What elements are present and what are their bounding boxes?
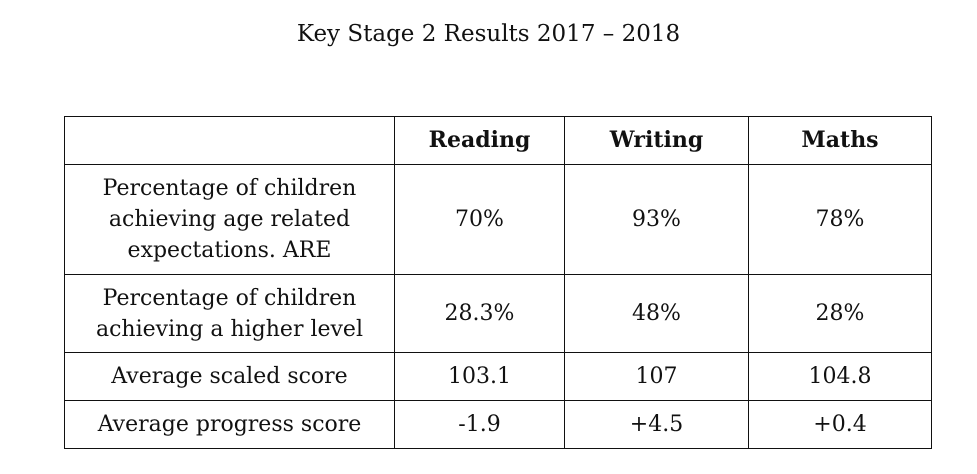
cell-maths: +0.4 bbox=[748, 400, 932, 449]
cell-writing: 107 bbox=[564, 352, 749, 401]
cell-maths: 28% bbox=[748, 274, 932, 353]
row-label-line: Average scaled score bbox=[111, 364, 348, 389]
cell-writing: 48% bbox=[564, 274, 749, 353]
table-row: Average scaled score 103.1 107 104.8 bbox=[64, 352, 932, 401]
table-row: Percentage of children achieving age rel… bbox=[64, 164, 932, 275]
column-header-reading: Reading bbox=[394, 116, 565, 165]
corner-cell bbox=[64, 116, 395, 165]
column-header-writing: Writing bbox=[564, 116, 749, 165]
results-table: Reading Writing Maths Percentage of chil… bbox=[64, 116, 932, 449]
cell-reading: 28.3% bbox=[394, 274, 565, 353]
cell-reading: 103.1 bbox=[394, 352, 565, 401]
header-row: Reading Writing Maths bbox=[64, 116, 932, 165]
cell-reading: -1.9 bbox=[394, 400, 565, 449]
row-label-line: achieving age related bbox=[108, 207, 351, 232]
cell-maths: 78% bbox=[748, 164, 932, 275]
row-label: Percentage of children achieving a highe… bbox=[64, 274, 395, 353]
table-row: Average progress score -1.9 +4.5 +0.4 bbox=[64, 400, 932, 449]
row-label-line: Percentage of children bbox=[102, 285, 357, 311]
column-header-maths: Maths bbox=[748, 116, 932, 165]
cell-maths: 104.8 bbox=[748, 352, 932, 401]
row-label: Average progress score bbox=[64, 400, 395, 449]
table-row: Percentage of children achieving a highe… bbox=[64, 274, 932, 353]
row-label-line: achieving a higher level bbox=[95, 316, 363, 342]
cell-writing: +4.5 bbox=[564, 400, 749, 449]
row-label: Average scaled score bbox=[64, 352, 395, 401]
page-title: Key Stage 2 Results 2017 – 2018 bbox=[296, 21, 681, 47]
row-label-line: expectations. ARE bbox=[127, 238, 332, 263]
cell-reading: 70% bbox=[394, 164, 565, 275]
row-label: Percentage of children achieving age rel… bbox=[64, 164, 395, 275]
row-label-line: Average progress score bbox=[97, 412, 362, 437]
row-label-line: Percentage of children bbox=[102, 176, 357, 201]
cell-writing: 93% bbox=[564, 164, 749, 275]
